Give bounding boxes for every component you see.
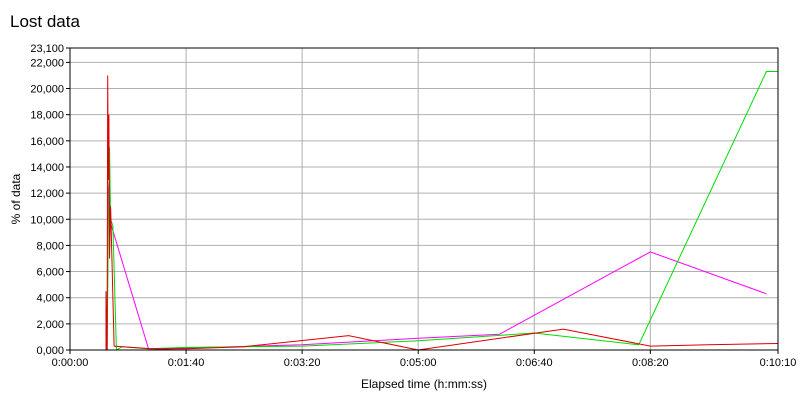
y-tick-label: 18,000 xyxy=(30,110,64,122)
y-tick-label: 14,000 xyxy=(30,162,64,174)
x-tick-label: 0:10:10 xyxy=(760,357,797,369)
x-tick-label: 0:06:40 xyxy=(516,357,553,369)
grid-lines xyxy=(69,47,779,351)
x-tick-label: 0:03:20 xyxy=(284,357,321,369)
x-tick-label: 0:08:20 xyxy=(632,357,669,369)
y-tick-label: 23,100 xyxy=(30,43,64,55)
x-axis-label: Elapsed time (h:mm:ss) xyxy=(361,377,487,391)
x-tick-label: 0:01:40 xyxy=(168,357,205,369)
chart-title: Lost data xyxy=(10,12,80,31)
y-axis-label: % of data xyxy=(9,173,23,224)
series-line-2 xyxy=(106,71,778,351)
y-tick-label: 20,000 xyxy=(30,84,64,96)
y-tick-label: 2,000 xyxy=(36,319,64,331)
y-tick-label: 10,000 xyxy=(30,214,64,226)
y-tick-label: 8,000 xyxy=(36,240,64,252)
y-tick-label: 6,000 xyxy=(36,267,64,279)
y-tick-label: 4,000 xyxy=(36,293,64,305)
axis-ticks: 0,000 2,000 4,000 6,000 8,000 10,000 12,000 14,… xyxy=(30,43,796,369)
y-tick-label: 16,000 xyxy=(30,136,64,148)
plot-frame xyxy=(69,47,779,351)
y-tick-label: 22,000 xyxy=(30,57,64,69)
y-tick-label: 0,000 xyxy=(36,345,64,357)
y-tick-label: 12,000 xyxy=(30,188,64,200)
series-line-3 xyxy=(105,75,779,351)
x-tick-label: 0:00:00 xyxy=(52,357,89,369)
series-lines xyxy=(105,71,779,351)
x-tick-label: 0:05:00 xyxy=(400,357,437,369)
